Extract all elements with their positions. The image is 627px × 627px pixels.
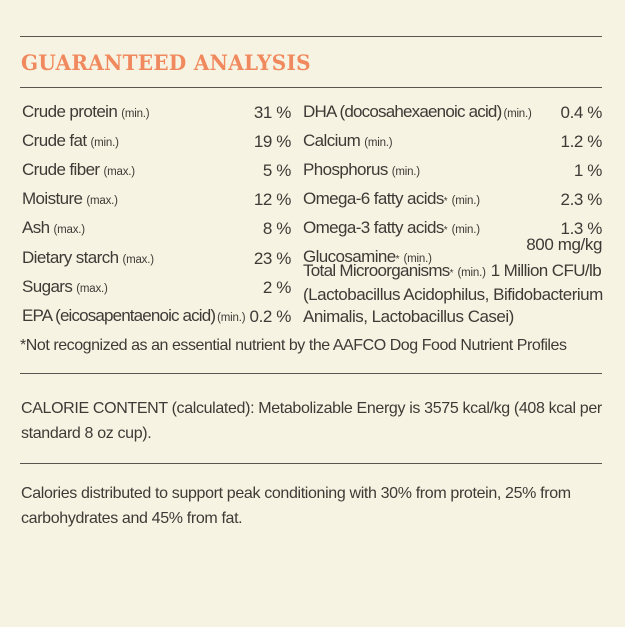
footnote: *Not recognized as an essential nutrient…: [20, 337, 567, 354]
calorie-content-line: CALORIE CONTENT (calculated): Metaboliza…: [21, 400, 602, 417]
top-divider: [20, 36, 602, 37]
nutrient-name: Crude fat: [22, 131, 87, 150]
nutrient-qualifier: (min.): [121, 108, 150, 120]
nutrient-name: Glucosamine: [303, 247, 396, 266]
calorie-distribution-line: carbohydrates and 45% from fat.: [21, 510, 243, 527]
nutrient-qualifier: (min.): [364, 137, 393, 149]
microorganisms-detail: (Lactobacillus Acidophilus, Bifidobacter…: [303, 285, 603, 304]
section-heading: GUARANTEED ANALYSIS: [21, 50, 311, 76]
nutrient-row: DHA (docosahexaenoic acid) (min.): [303, 103, 532, 121]
nutrient-value: 19 %: [253, 132, 292, 151]
nutrient-value: 800 mg/kg: [526, 235, 602, 254]
nutrient-row: Crude fiber (max.): [22, 161, 135, 179]
nutrient-row: Phosphorus (min.): [303, 161, 420, 179]
nutrient-qualifier: (min.): [217, 312, 246, 324]
nutrient-qualifier: (max.): [86, 195, 118, 207]
nutrient-name: Total Microorganisms: [303, 261, 450, 280]
nutrient-name: Ash: [22, 218, 50, 237]
calorie-distribution-line: Calories distributed to support peak con…: [21, 485, 571, 502]
nutrient-name: DHA (docosahexaenoic acid): [303, 102, 502, 121]
nutrient-qualifier: (max.): [103, 166, 136, 178]
nutrient-name: Omega-3 fatty acids: [303, 218, 444, 237]
nutrient-qualifier: (min.): [391, 166, 420, 178]
nutrient-row: Moisture (max.): [22, 190, 118, 208]
nutrient-qualifier: (max.): [53, 224, 86, 236]
calorie-distribution: Calories distributed to support peak con…: [21, 481, 606, 531]
divider: [20, 373, 602, 374]
calorie-content: CALORIE CONTENT (calculated): Metaboliza…: [21, 396, 606, 446]
nutrient-row: Glucosamine * (min.): [303, 247, 432, 266]
nutrient-value: 31 %: [253, 103, 292, 122]
nutrient-qualifier: (min.): [90, 137, 119, 149]
nutrient-qualifier: (min.): [451, 224, 480, 236]
nutrient-qualifier: (max.): [76, 283, 108, 295]
nutrient-row: Crude fat (min.): [22, 132, 119, 150]
nutrient-row: Omega-6 fatty acids * (min.): [303, 189, 480, 208]
nutrient-name: EPA (eicosapentaenoic acid): [22, 306, 216, 325]
nutrient-name: Omega-6 fatty acids: [303, 189, 444, 208]
nutrient-name: Sugars: [22, 277, 73, 296]
divider: [20, 463, 602, 464]
nutrient-name: Crude protein: [22, 102, 118, 121]
microorganisms-value: 1 Million CFU/lb: [490, 261, 602, 280]
calorie-content-line: standard 8 oz cup).: [21, 425, 152, 442]
nutrient-row: Calcium (min.): [303, 131, 393, 150]
nutrient-name: Crude fiber: [22, 160, 100, 179]
nutrient-value: 23 %: [253, 249, 292, 268]
nutrient-row: Dietary starch (max.): [22, 249, 154, 267]
nutrient-value: 12 %: [253, 190, 292, 209]
heading-divider: [20, 87, 602, 88]
nutrient-qualifier: (max.): [122, 254, 154, 266]
nutrient-row: Sugars (max.): [22, 278, 108, 296]
nutrient-value: 0.2 %: [249, 307, 292, 326]
nutrient-value: 8 %: [262, 219, 291, 238]
nutrient-name: Calcium: [303, 131, 361, 150]
nutrient-name: Phosphorus: [303, 160, 388, 179]
nutrient-row: Crude protein (min.): [22, 102, 150, 121]
nutrient-qualifier: (min.): [451, 195, 480, 207]
nutrient-value: 1.3 %: [560, 219, 603, 238]
nutrient-name: Dietary starch: [22, 248, 119, 267]
nutrient-value: 1.2 %: [560, 132, 603, 151]
nutrient-qualifier: (min.): [457, 267, 486, 279]
nutrient-row: EPA (eicosapentaenoic acid) (min.): [22, 306, 246, 325]
microorganisms-detail: Animalis, Lactobacillus Casei): [303, 307, 514, 326]
nutrient-qualifier: (min.): [503, 108, 532, 120]
nutrient-row: Ash (max.): [22, 219, 85, 237]
nutrient-row: Omega-3 fatty acids * (min.): [303, 218, 480, 237]
nutrient-value: 1 %: [573, 161, 602, 180]
nutrient-value: 0.4 %: [560, 103, 603, 122]
nutrient-value: 2.3 %: [560, 190, 603, 209]
microorganisms-row: Total Microorganisms * (min.) 1 Million C…: [303, 261, 602, 280]
nutrient-value: 5 %: [262, 161, 291, 180]
nutrient-value: 2 %: [262, 278, 291, 297]
nutrient-qualifier: (min.): [403, 253, 432, 265]
nutrient-name: Moisture: [22, 189, 83, 208]
